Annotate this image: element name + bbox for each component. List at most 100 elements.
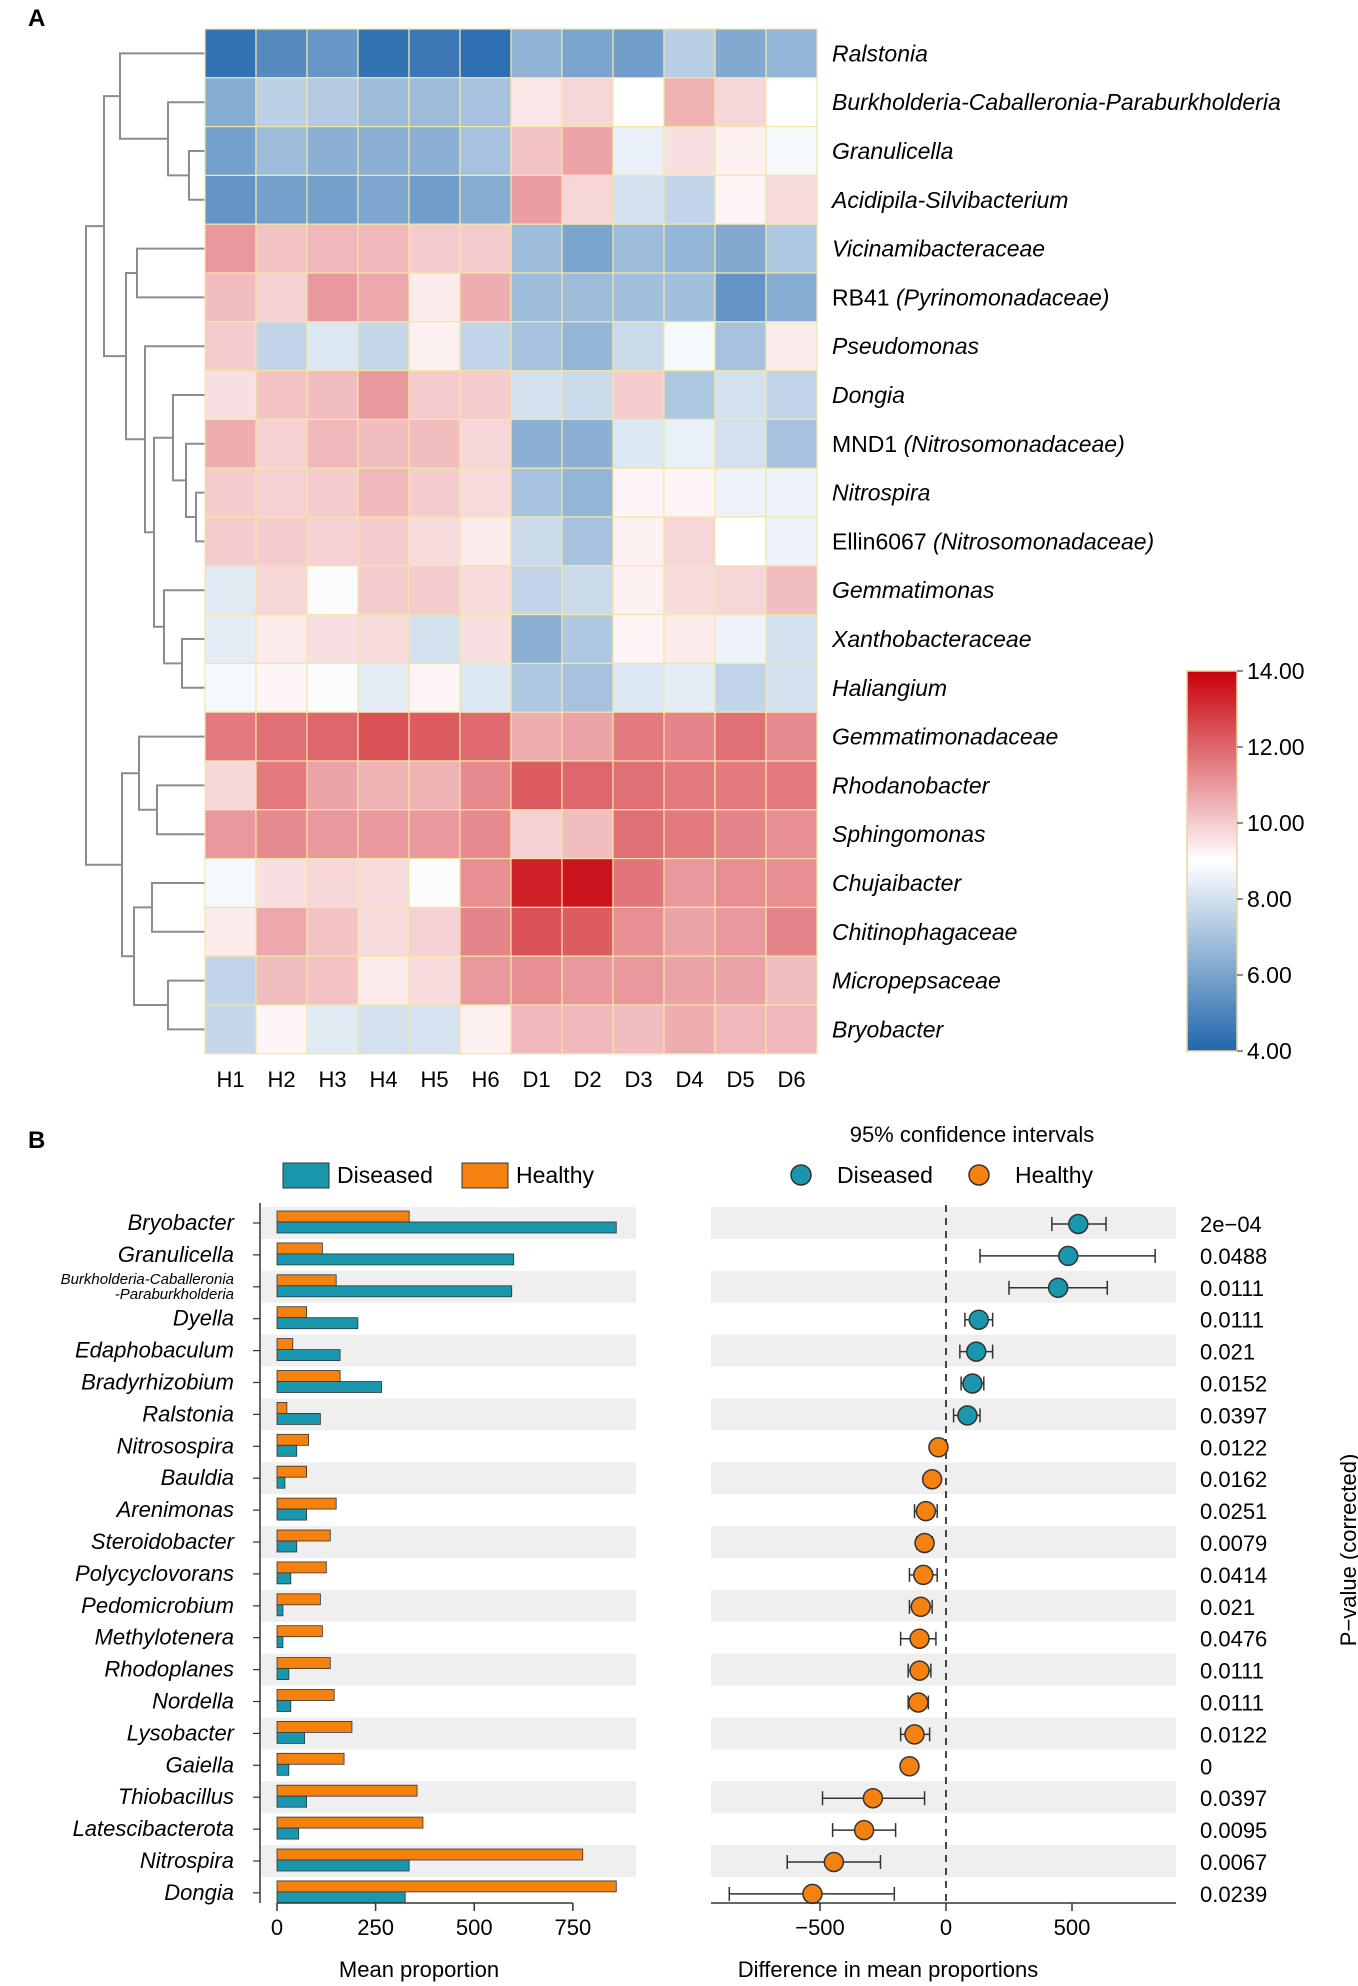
heatmap-cell <box>408 662 461 713</box>
heatmap-cell <box>306 321 359 372</box>
bar-diseased <box>276 1572 292 1585</box>
heatmap-row-label: MND1 (Nitrosomonadaceae) <box>832 431 1125 457</box>
heatmap-cell <box>612 418 665 469</box>
heatmap-cell <box>459 418 512 469</box>
dendrogram-branch <box>172 394 205 482</box>
heatmap-row-label: Bryobacter <box>832 1016 945 1042</box>
heatmap-cell <box>459 272 512 323</box>
p-value-label: 0.0488 <box>1200 1244 1267 1269</box>
heatmap-cell <box>408 711 461 762</box>
heatmap-cell <box>204 1004 257 1055</box>
heatmap-cell <box>663 28 716 79</box>
heatmap-cell <box>408 516 461 567</box>
heatmap-cell <box>408 809 461 860</box>
heatmap-cell <box>714 760 767 811</box>
heatmap-cell <box>204 467 257 518</box>
heatmap-cell <box>561 857 614 908</box>
heatmap-cell <box>561 955 614 1006</box>
heatmap-cell <box>306 174 359 225</box>
heatmap-column-labels: H1 H2 H3 H4 H5 H6 D1 D2 D3 D4 D5 D6 <box>216 1067 805 1092</box>
color-bar-tick-label: 12.00 <box>1247 734 1305 760</box>
bar-diseased <box>276 1285 513 1298</box>
bar-diseased <box>276 1732 306 1744</box>
mean-proportion-bar-panel: Diseased Healthy Bryobacter Granulicella Bu… <box>61 1162 636 1982</box>
bar-category-labels: Bryobacter Granulicella Burkholderia-Cabal… <box>61 1210 260 1905</box>
ci-row-band <box>711 1717 1176 1750</box>
heatmap-cell <box>765 857 818 908</box>
ci-point <box>802 1883 823 1905</box>
heatmap-cell <box>561 760 614 811</box>
ci-point <box>968 1309 990 1330</box>
heatmap-cell <box>612 272 665 323</box>
heatmap-cell <box>510 516 563 567</box>
dendrogram-branch <box>188 150 205 201</box>
heatmap-cell <box>459 613 512 664</box>
heatmap-cell <box>765 125 818 176</box>
heatmap-cell <box>765 467 818 518</box>
heatmap-cell <box>663 77 716 128</box>
heatmap-cell <box>408 174 461 225</box>
heatmap-cell <box>255 565 308 616</box>
ci-point <box>909 1660 930 1681</box>
heatmap-cell <box>459 1004 512 1055</box>
heatmap-cell <box>306 125 359 176</box>
heatmap-cell <box>357 711 410 762</box>
heatmap-cell <box>306 565 359 616</box>
ci-row-shading <box>711 1207 1176 1877</box>
heatmap-column-label: D6 <box>777 1067 805 1092</box>
heatmap-cell <box>561 906 614 957</box>
heatmap-cell <box>255 370 308 421</box>
bar-legend-swatch <box>282 1162 330 1189</box>
bar-diseased <box>276 1476 286 1489</box>
heatmap-cell <box>765 418 818 469</box>
p-value-label: 0 <box>1200 1754 1212 1779</box>
dendrogram-branch <box>136 247 205 299</box>
bar-healthy <box>276 1848 584 1861</box>
p-value-label: 0.0095 <box>1200 1818 1267 1843</box>
heatmap-cell <box>357 174 410 225</box>
heatmap-row-label: Pseudomonas <box>832 333 980 359</box>
heatmap-cell <box>612 223 665 274</box>
heatmap-cell <box>408 418 461 469</box>
heatmap-cell <box>510 321 563 372</box>
bar-healthy <box>276 1816 424 1829</box>
ci-panel-title: 95% confidence intervals <box>850 1122 1095 1147</box>
heatmap-row-label: Nitrospira <box>832 480 930 506</box>
heatmap-cell <box>459 711 512 762</box>
ci-point <box>908 1692 929 1713</box>
ci-point <box>1057 1245 1079 1267</box>
bar-category-label: Steroidobacter <box>91 1529 236 1554</box>
heatmap-cell <box>357 906 410 957</box>
row-dendrogram <box>85 52 205 1031</box>
p-value-label: 0.0397 <box>1200 1786 1267 1811</box>
heatmap-cell <box>357 28 410 79</box>
heatmap-cell <box>765 321 818 372</box>
dendrogram-branch <box>167 979 205 1031</box>
heatmap-cell <box>306 613 359 664</box>
dendrogram-branch <box>103 95 126 358</box>
heatmap-row-label: Rhodanobacter <box>832 772 991 798</box>
bar-healthy <box>276 1402 288 1414</box>
heatmap-cell <box>204 321 257 372</box>
heatmap-cell <box>204 28 257 79</box>
bar-diseased <box>276 1859 410 1872</box>
heatmap-cell <box>459 857 512 908</box>
bar-diseased <box>276 1891 406 1904</box>
bar-diseased <box>276 1763 290 1776</box>
heatmap-cell <box>561 613 614 664</box>
bar-x-axis-title: Mean proportion <box>339 1957 499 1982</box>
bar-x-tick-label: 250 <box>357 1915 394 1940</box>
ci-point <box>915 1500 937 1522</box>
heatmap-cell <box>663 467 716 518</box>
bar-diseased <box>276 1253 515 1266</box>
bar-diseased <box>276 1604 284 1617</box>
heatmap-cell <box>510 77 563 128</box>
heatmap-cell <box>765 223 818 274</box>
ci-x-axis: −500 0 500 <box>711 1902 1176 1940</box>
heatmap-row-label: Ellin6067 (Nitrosomonadaceae) <box>832 528 1154 554</box>
heatmap-cell <box>255 516 308 567</box>
bar-category-label: Nitrospira <box>140 1848 234 1873</box>
heatmap-row-label: Micropepsaceae <box>832 968 1001 994</box>
heatmap-cell <box>255 125 308 176</box>
heatmap-cells <box>204 28 818 1055</box>
